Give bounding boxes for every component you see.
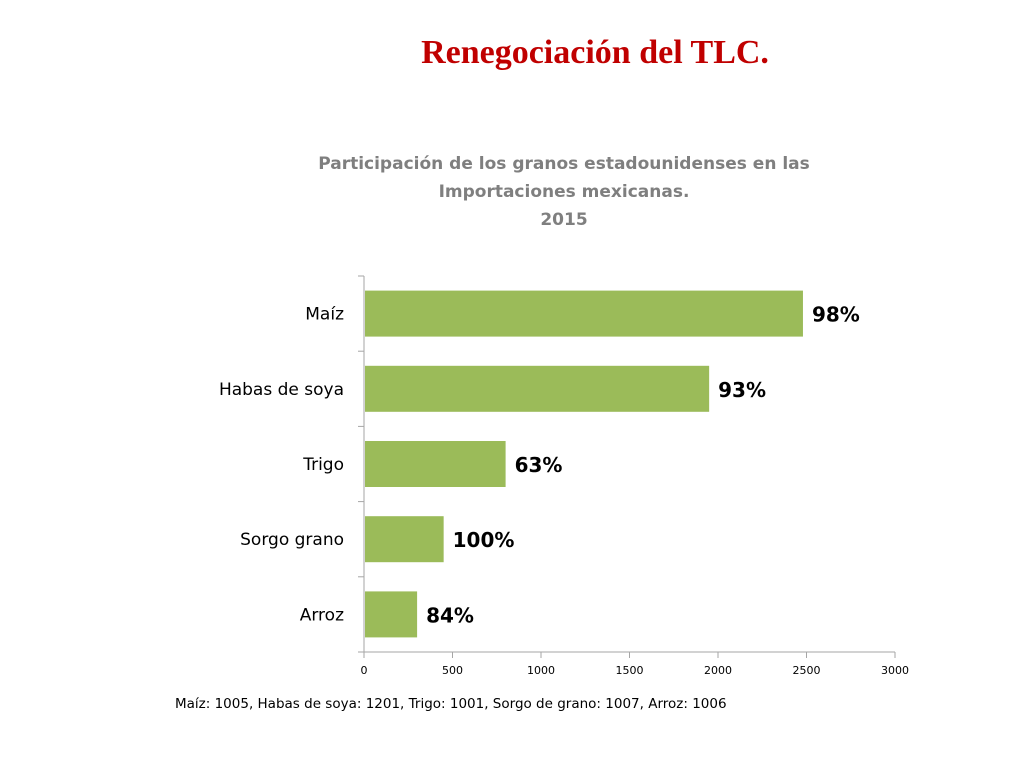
x-tick-label: 2500 [793, 664, 821, 677]
chart-title-line-3: 2015 [540, 210, 588, 230]
data-label: 93% [718, 378, 766, 402]
x-tick-label: 1500 [616, 664, 644, 677]
category-label: Arroz [300, 605, 344, 625]
chart-title-line-1: Participación de los granos estadouniden… [318, 154, 810, 174]
x-tick-label: 500 [442, 664, 463, 677]
data-label: 100% [453, 528, 515, 552]
chart-title: Participación de los granos estadouniden… [264, 150, 864, 234]
category-label: Maíz [305, 305, 344, 325]
data-label: 98% [812, 303, 860, 327]
bar [365, 441, 506, 487]
chart-title-line-2: Importaciones mexicanas. [438, 182, 690, 202]
bar [365, 365, 710, 412]
x-tick-label: 2000 [704, 664, 732, 677]
bar [365, 591, 418, 638]
data-label: 63% [515, 453, 563, 477]
bar [365, 516, 444, 563]
category-label: Habas de soya [219, 380, 344, 400]
x-tick-label: 3000 [881, 664, 909, 677]
slide-title: Renegociación del TLC. [421, 34, 769, 71]
category-label: Trigo [302, 455, 344, 475]
category-label: Sorgo grano [240, 530, 344, 550]
x-tick-label: 0 [361, 664, 368, 677]
data-label: 84% [426, 603, 474, 627]
footnote: Maíz: 1005, Habas de soya: 1201, Trigo: … [175, 696, 727, 712]
bar [365, 290, 803, 337]
x-tick-label: 1000 [527, 664, 555, 677]
